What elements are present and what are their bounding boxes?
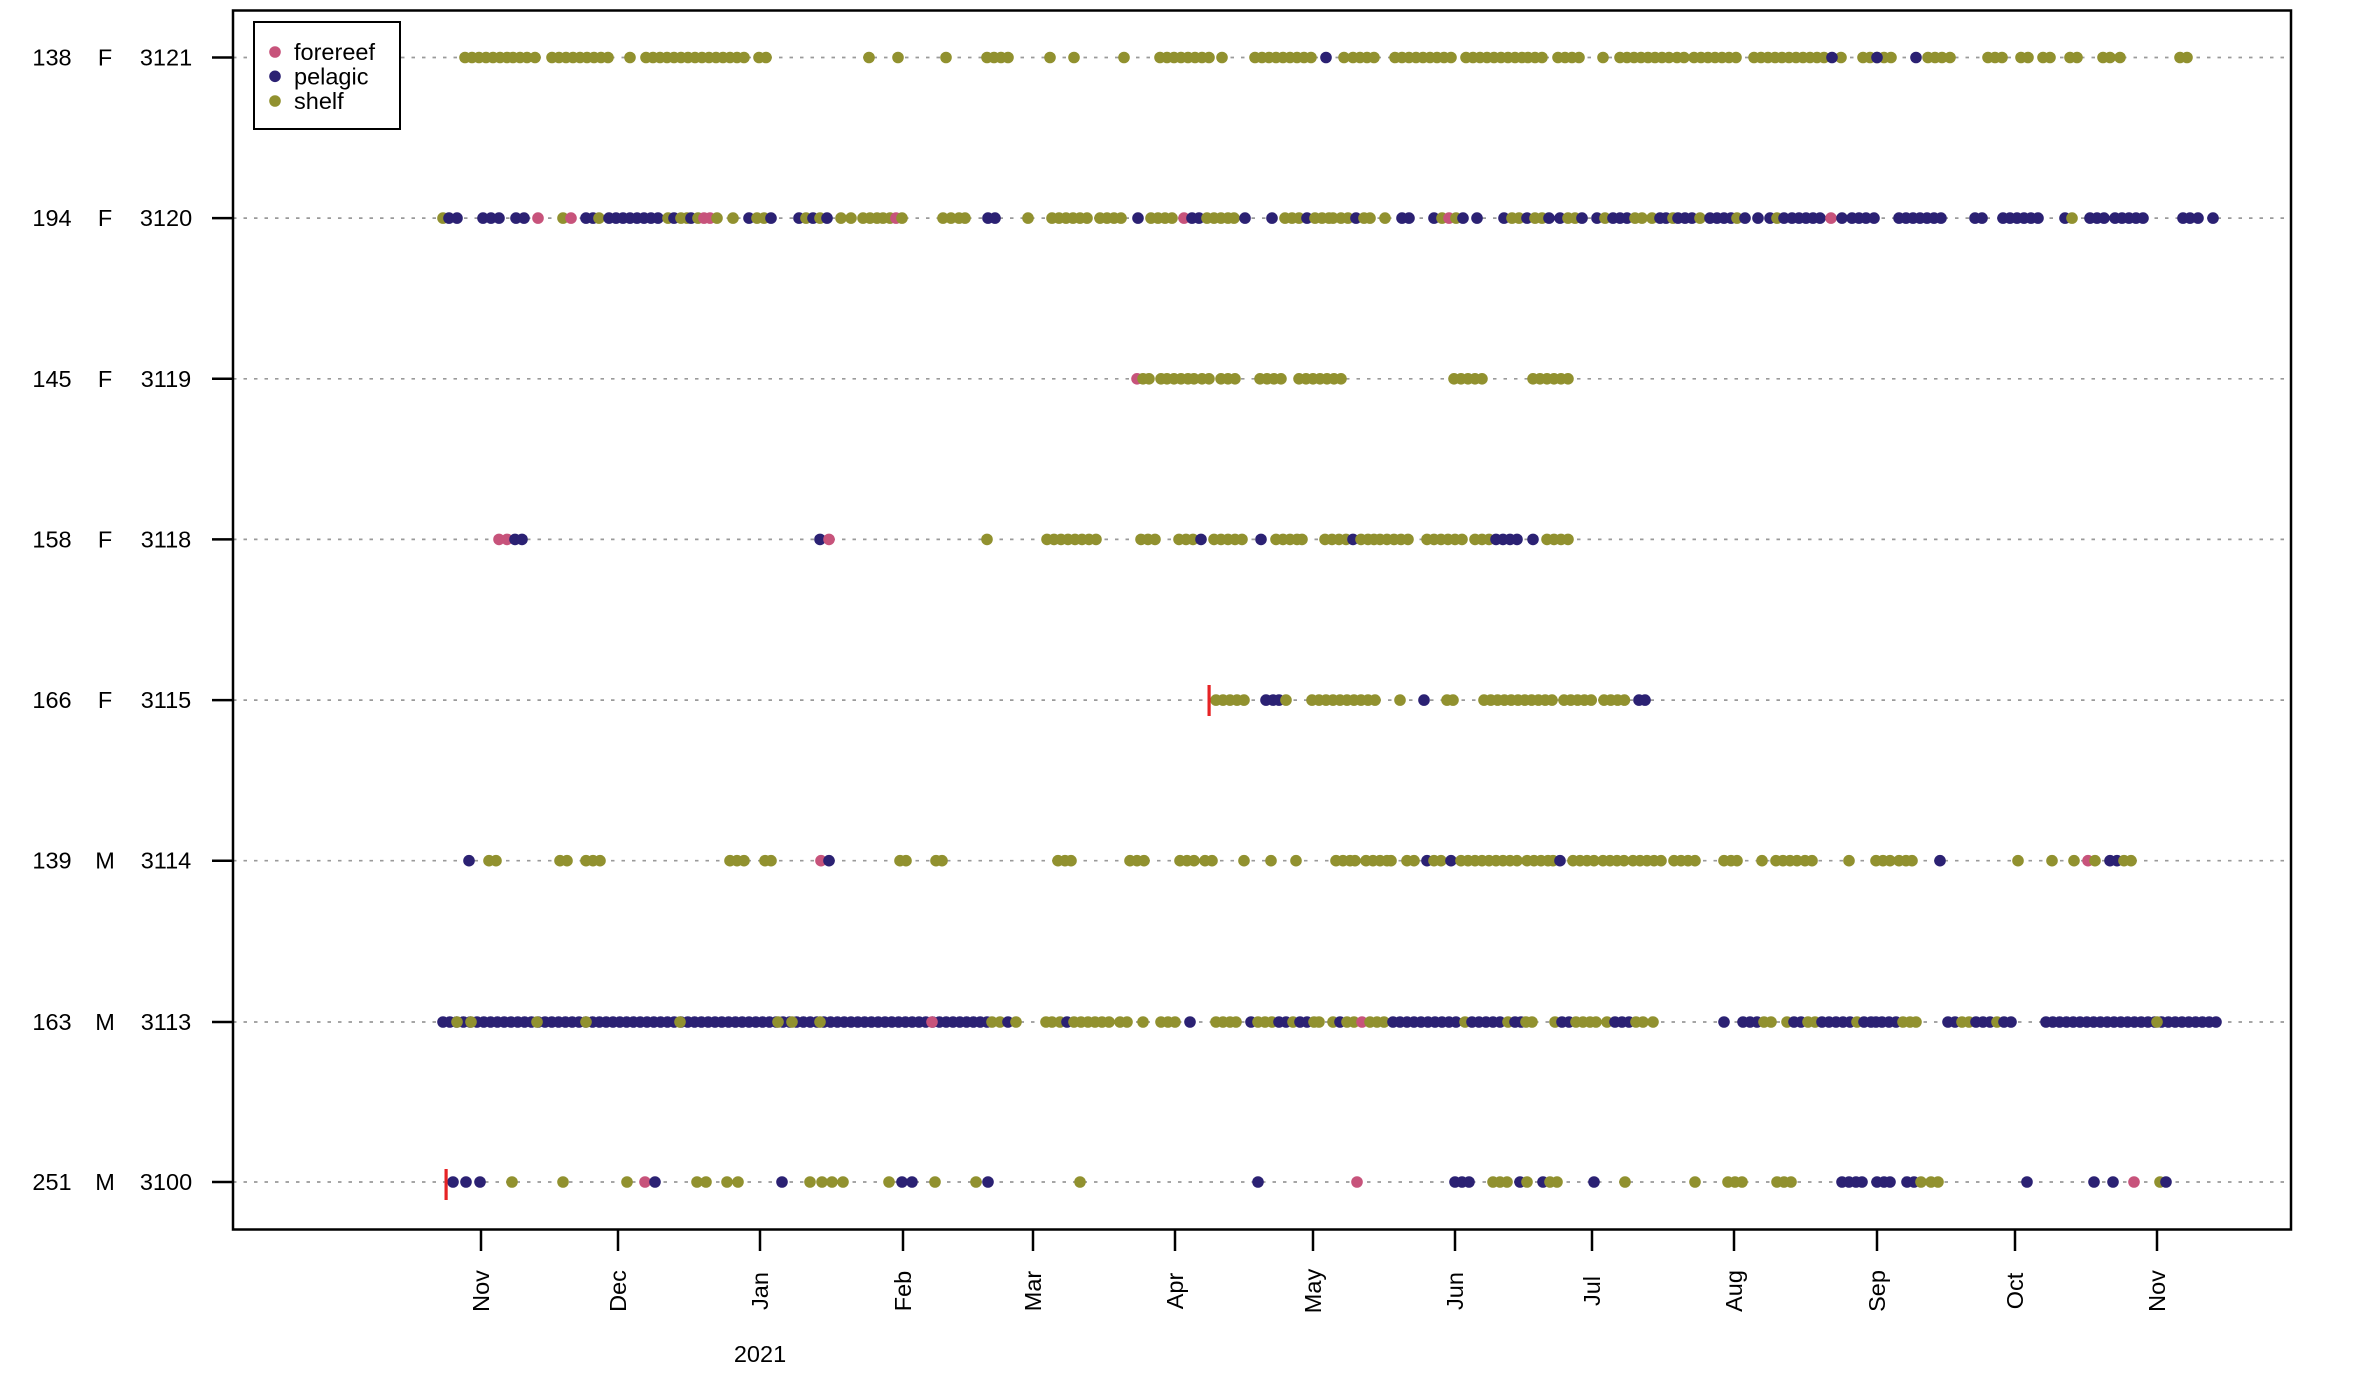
svg-text:shelf: shelf xyxy=(294,88,344,114)
svg-text:Dec: Dec xyxy=(605,1270,631,1312)
svg-text:251: 251 xyxy=(32,1169,71,1195)
svg-text:3118: 3118 xyxy=(141,526,192,552)
svg-text:3114: 3114 xyxy=(141,848,192,874)
svg-text:158: 158 xyxy=(32,526,71,552)
svg-text:Mar: Mar xyxy=(1020,1271,1046,1312)
svg-text:F: F xyxy=(98,45,112,71)
svg-text:M: M xyxy=(95,1009,115,1035)
svg-text:F: F xyxy=(98,687,112,713)
svg-text:3115: 3115 xyxy=(141,687,192,713)
svg-text:Aug: Aug xyxy=(1721,1270,1747,1312)
svg-text:M: M xyxy=(95,1169,115,1195)
svg-text:Oct: Oct xyxy=(2002,1272,2028,1309)
svg-text:2021: 2021 xyxy=(734,1341,786,1367)
svg-text:3113: 3113 xyxy=(141,1009,192,1035)
svg-text:forereef: forereef xyxy=(294,39,375,65)
svg-text:Nov: Nov xyxy=(2144,1270,2170,1312)
svg-text:Nov: Nov xyxy=(468,1270,494,1312)
svg-text:194: 194 xyxy=(32,205,71,231)
svg-text:3120: 3120 xyxy=(140,205,192,231)
svg-text:163: 163 xyxy=(32,1009,71,1035)
svg-text:166: 166 xyxy=(32,687,71,713)
svg-text:3121: 3121 xyxy=(140,45,192,71)
svg-text:139: 139 xyxy=(32,848,71,874)
svg-text:138: 138 xyxy=(32,45,71,71)
svg-text:3100: 3100 xyxy=(140,1169,192,1195)
svg-text:Jul: Jul xyxy=(1579,1276,1605,1306)
svg-text:145: 145 xyxy=(32,366,71,392)
svg-text:Apr: Apr xyxy=(1162,1273,1188,1310)
svg-text:pelagic: pelagic xyxy=(294,63,369,89)
svg-text:Sep: Sep xyxy=(1864,1270,1890,1312)
svg-text:May: May xyxy=(1300,1269,1326,1314)
svg-text:M: M xyxy=(95,848,115,874)
svg-text:Feb: Feb xyxy=(890,1271,916,1312)
svg-text:3119: 3119 xyxy=(141,366,192,392)
svg-text:Jun: Jun xyxy=(1442,1272,1468,1310)
svg-text:Jan: Jan xyxy=(747,1272,773,1310)
svg-text:F: F xyxy=(98,366,112,392)
svg-text:F: F xyxy=(98,205,112,231)
svg-text:F: F xyxy=(98,526,112,552)
